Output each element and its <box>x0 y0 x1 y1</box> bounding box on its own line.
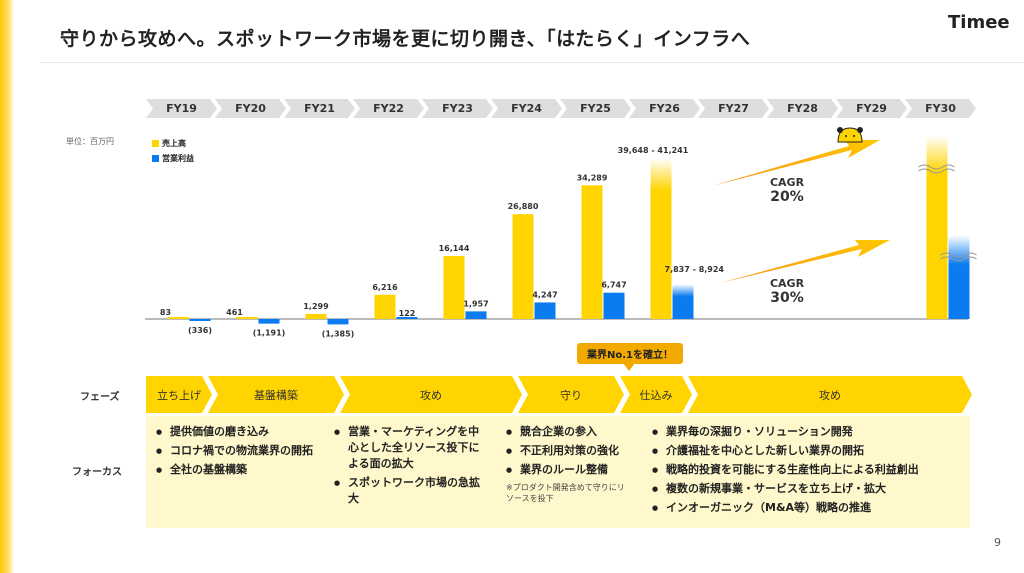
revenue-bar-fy21 <box>305 313 327 319</box>
operating-income-bar-fy20 <box>258 319 280 324</box>
cagr-label: CAGR <box>769 277 805 290</box>
operating-income-bar-fy21 <box>327 319 349 325</box>
income-label-fy26: 7,837 - 8,924 <box>665 265 725 274</box>
fy-label-fy24: FY24 <box>491 99 562 118</box>
legend-label: 売上高 <box>162 139 186 148</box>
legend-swatch-revenue <box>152 140 159 147</box>
fy-label-fy22: FY22 <box>353 99 424 118</box>
phase-preparation: 仕込み <box>620 376 692 413</box>
fy-label-fy23: FY23 <box>422 99 493 118</box>
focus-item: 複数の新規事業・サービスを立ち上げ・拡大 <box>652 481 972 497</box>
page-number: 9 <box>994 536 1001 549</box>
focus-item: 競合企業の参入 <box>506 424 656 440</box>
title-divider <box>40 62 1024 63</box>
fy-label-fy20: FY20 <box>215 99 286 118</box>
phase-foundation: 基盤構築 <box>208 376 344 413</box>
phase-offense: 攻め <box>340 376 522 413</box>
page-title: 守りから攻めへ。スポットワーク市場を更に切り開き、「はたらく」インフラへ <box>60 28 751 50</box>
focus-item: 提供価値の磨き込み <box>156 424 336 440</box>
revenue-label-fy24: 26,880 <box>508 202 539 211</box>
fy-label-fy29: FY29 <box>836 99 907 118</box>
cagr-value: 30% <box>770 290 804 306</box>
focus-list-2: 営業・マーケティングを中心とした全リソース投下による面の拡大 スポットワーク市場… <box>334 424 484 510</box>
revenue-label-fy21: 1,299 <box>303 302 329 311</box>
revenue-label-fy26: 39,648 - 41,241 <box>618 146 689 155</box>
fy-label-fy26: FY26 <box>629 99 700 118</box>
legend-swatch-income <box>152 155 159 162</box>
mascot-icon <box>837 127 863 143</box>
cagr-arrow-revenue <box>712 140 880 186</box>
focus-item: 営業・マーケティングを中心とした全リソース投下による面の拡大 <box>334 424 484 472</box>
income-label-fy23: 1,957 <box>463 299 488 308</box>
axis-break-icon <box>918 164 955 174</box>
focus-item: 業界毎の深掘り・ソリューション開発 <box>652 424 972 440</box>
operating-income-bar-fy23 <box>465 311 487 319</box>
focus-row-label: フォーカス <box>72 467 122 478</box>
legend-label: 営業利益 <box>162 154 194 163</box>
revenue-bar-fy22 <box>374 294 396 319</box>
operating-income-bar-fy24 <box>534 302 556 319</box>
phase-defense: 守り <box>518 376 624 413</box>
accent-stripe <box>0 0 14 573</box>
legend-revenue: 売上高 <box>152 138 186 149</box>
cagr-arrow-income <box>720 240 890 283</box>
focus-item: スポットワーク市場の急拡大 <box>334 475 484 507</box>
operating-income-bar-fy26 <box>672 284 694 319</box>
focus-list-3: 競合企業の参入 不正利用対策の強化 業界のルール整備 ※プロダクト開発含めて守り… <box>506 424 656 504</box>
cagr-value: 20% <box>770 189 804 205</box>
fy-label-fy30: FY30 <box>905 99 976 118</box>
revenue-bar-fy20 <box>236 317 258 319</box>
revenue-bar-fy30 <box>926 135 948 319</box>
phase-offense-2: 攻め <box>688 376 972 413</box>
fy-label-fy28: FY28 <box>767 99 838 118</box>
cagr-revenue: CAGR 20% <box>757 176 817 205</box>
revenue-label-fy19: 83 <box>160 308 171 317</box>
revenue-label-fy20: 461 <box>226 308 243 317</box>
unit-label: 単位：百万円 <box>66 137 114 146</box>
phase-row-label: フェーズ <box>80 392 120 403</box>
operating-income-bar-fy25 <box>603 292 625 319</box>
revenue-label-fy22: 6,216 <box>372 283 398 292</box>
phase-launch: 立ち上げ <box>146 376 212 413</box>
focus-item: 全社の基盤構築 <box>156 462 336 478</box>
income-label-fy25: 6,747 <box>601 281 626 290</box>
cagr-label: CAGR <box>769 176 805 189</box>
focus-list-4: 業界毎の深掘り・ソリューション開発 介護福祉を中心とした新しい業界の開拓 戦略的… <box>652 424 972 519</box>
operating-income-bar-fy30 <box>948 235 970 319</box>
income-label-fy24: 4,247 <box>532 290 557 299</box>
income-label-fy19: (336) <box>188 326 212 335</box>
revenue-bar-fy23 <box>443 256 465 319</box>
revenue-label-fy25: 34,289 <box>577 173 608 182</box>
focus-list-1: 提供価値の磨き込み コロナ禍での物流業界の開拓 全社の基盤構築 <box>156 424 336 481</box>
operating-income-bar-fy22 <box>396 317 418 319</box>
revenue-label-fy23: 16,144 <box>439 244 470 253</box>
fy-label-fy21: FY21 <box>284 99 355 118</box>
focus-item: インオーガニック（M&A等）戦略の推進 <box>652 500 972 516</box>
income-label-fy20: (1,191) <box>253 329 286 338</box>
legend-operating-income: 営業利益 <box>152 153 194 164</box>
focus-note: ※プロダクト開発含めて守りにリソースを投下 <box>506 483 625 503</box>
income-label-fy21: (1,385) <box>322 329 355 338</box>
focus-item: 戦略的投資を可能にする生産性向上による利益創出 <box>652 462 972 478</box>
income-label-fy22: 122 <box>399 309 416 318</box>
fy-label-fy25: FY25 <box>560 99 631 118</box>
focus-item: コロナ禍での物流業界の開拓 <box>156 443 336 459</box>
revenue-bar-fy19 <box>167 317 189 319</box>
fy-label-fy27: FY27 <box>698 99 769 118</box>
focus-item: 業界のルール整備 <box>506 462 656 478</box>
timee-logo: Timee <box>948 12 1010 33</box>
fy-label-fy19: FY19 <box>146 99 217 118</box>
revenue-bar-fy24 <box>512 214 534 319</box>
focus-item: 介護福祉を中心とした新しい業界の開拓 <box>652 443 972 459</box>
focus-item: 不正利用対策の強化 <box>506 443 656 459</box>
revenue-bar-fy25 <box>581 185 603 319</box>
operating-income-bar-fy19 <box>189 319 211 321</box>
no1-callout: 業界No.1を確立！ <box>577 343 683 371</box>
cagr-income: CAGR 30% <box>757 277 817 306</box>
axis-break-icon <box>940 252 977 262</box>
revenue-bar-fy26 <box>650 158 672 319</box>
